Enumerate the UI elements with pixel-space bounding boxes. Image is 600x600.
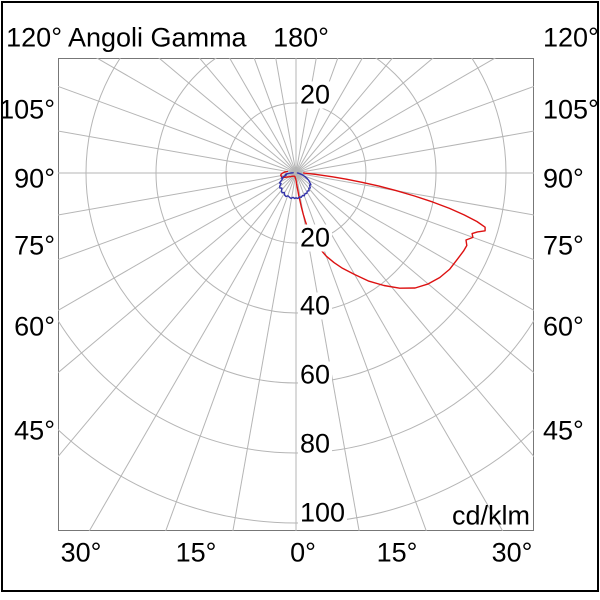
gamma-ray [295,58,497,174]
gamma-ray [295,130,534,174]
blue-curve-c90-c270 [278,172,312,200]
red-curve-c0-c180 [280,170,486,289]
gamma-ray [295,58,434,174]
gamma-label-top-left: 120° [6,22,62,53]
gamma-label-bottom-1: 15° [175,537,217,568]
gamma-ray [95,58,297,174]
gamma-ray [158,58,297,174]
gamma-ray [295,58,339,174]
gamma-ray [58,172,297,261]
gamma-label-left-75: 75° [14,230,55,261]
chart-title: Angoli Gamma [68,22,247,53]
gamma-ray [295,58,317,174]
radial-tick-2-40: 40 [298,290,333,321]
radial-circle-40 [155,58,437,314]
gamma-ray [229,58,297,174]
gamma-ray [295,58,394,174]
gamma-ray [58,130,297,174]
gamma-label-180: 180° [273,22,329,53]
gamma-label-right-105: 105° [543,94,599,125]
gamma-ray [232,172,297,531]
gamma-label-bottom-2: 0° [290,537,316,568]
gamma-label-left-45: 45° [14,415,55,446]
gamma-ray [58,85,297,174]
radial-tick-4-80: 80 [298,428,333,459]
gamma-ray [295,172,534,374]
gamma-label-bottom-3: 15° [376,537,418,568]
radial-circle-100 [58,428,534,524]
radial-circle-80 [58,319,534,454]
radial-tick-1-20: 20 [298,222,333,253]
gamma-label-right-90: 90° [543,163,584,194]
radial-tick-5-100: 100 [298,497,348,528]
gamma-ray [295,58,363,174]
gamma-ray [275,58,297,174]
gamma-label-left-90: 90° [14,163,55,194]
gamma-label-bottom-0: 30° [60,537,102,568]
gamma-ray [198,58,297,174]
gamma-ray [253,58,297,174]
radial-circle-20 [225,102,367,244]
gamma-label-left-105: 105° [0,94,55,125]
gamma-label-bottom-4: 30° [491,537,533,568]
radial-circle-60 [85,58,507,384]
gamma-ray [295,172,534,261]
gamma-ray [58,172,297,374]
radial-tick-0-20: 20 [298,79,333,110]
gamma-label-right-45: 45° [543,415,584,446]
gamma-ray [58,172,297,311]
radial-tick-3-60: 60 [298,359,333,390]
gamma-ray [295,85,534,174]
gamma-label-right-60: 60° [543,311,584,342]
gamma-ray [165,172,297,531]
unit-label: cd/klm [451,500,530,531]
gamma-ray [295,172,534,216]
gamma-label-left-60: 60° [14,311,55,342]
gamma-label-right-75: 75° [543,230,584,261]
gamma-label-top-right: 120° [543,22,599,53]
gamma-ray [295,172,534,311]
gamma-ray [58,172,297,216]
